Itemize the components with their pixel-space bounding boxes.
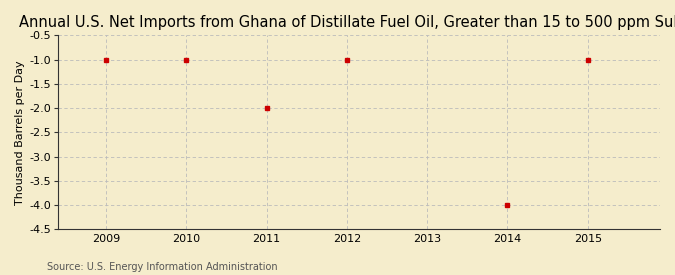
Text: Source: U.S. Energy Information Administration: Source: U.S. Energy Information Administ… [47,262,278,272]
Y-axis label: Thousand Barrels per Day: Thousand Barrels per Day [15,60,25,205]
Title: Annual U.S. Net Imports from Ghana of Distillate Fuel Oil, Greater than 15 to 50: Annual U.S. Net Imports from Ghana of Di… [20,15,675,30]
